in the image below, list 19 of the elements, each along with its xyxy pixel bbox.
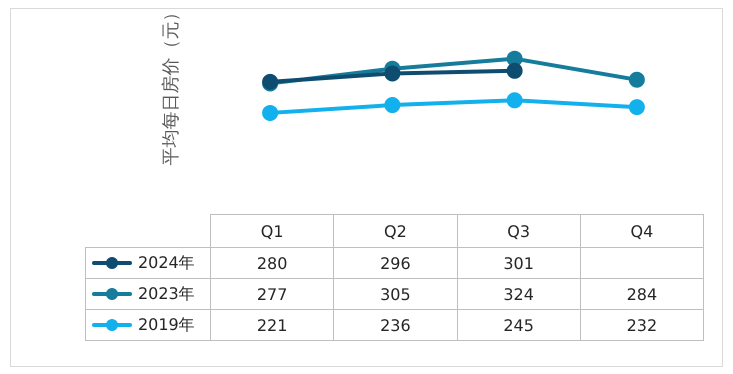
data-label: 245: [457, 310, 580, 340]
data-label: 277: [210, 278, 334, 310]
legend-label: 2023年: [138, 284, 195, 302]
data-label: 284: [580, 278, 704, 310]
x-tick-label: Q1: [210, 214, 334, 248]
x-tick-label: Q4: [580, 214, 704, 248]
x-tick-label: Q2: [334, 214, 457, 248]
data-label: 232: [580, 310, 704, 340]
data-label: 221: [210, 310, 334, 340]
x-tick-label: Q3: [457, 214, 580, 248]
data-label: 301: [457, 248, 580, 278]
legend-label: 2024年: [138, 252, 195, 272]
y-axis-title: 平均每日房价（元）: [160, 4, 182, 166]
data-label: 296: [334, 248, 457, 278]
data-label: 324: [457, 278, 580, 310]
data-label: 305: [334, 278, 457, 310]
legend-label: 2019年: [138, 314, 195, 334]
data-label: 236: [334, 310, 457, 340]
data-label: 280: [210, 248, 334, 278]
